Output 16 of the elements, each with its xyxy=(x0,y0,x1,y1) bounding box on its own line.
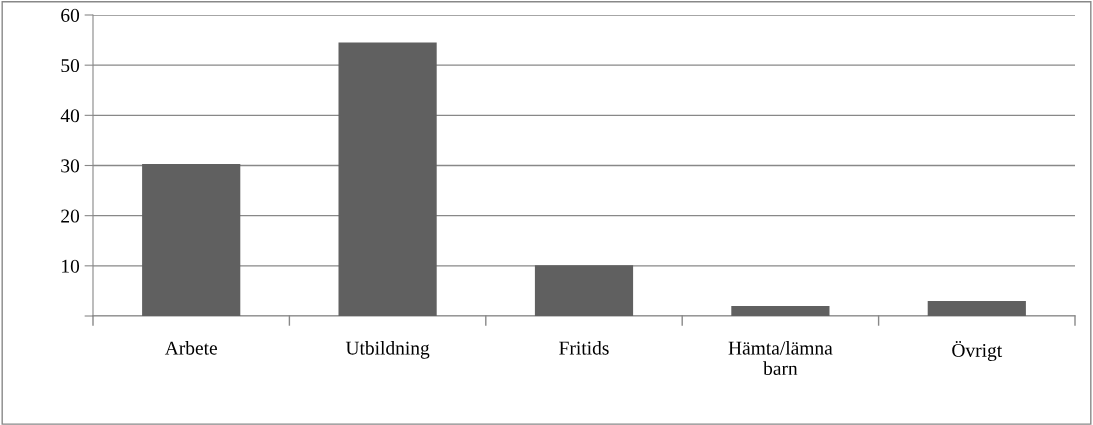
x-tick-label: Övrigt xyxy=(952,341,1003,361)
x-tick-label: Hämta/lämna barn xyxy=(728,341,833,376)
bar xyxy=(731,305,830,316)
y-tick-label: 10 xyxy=(62,259,80,273)
y-tick-label: 60 xyxy=(61,8,80,22)
x-tick-label: Arbete xyxy=(164,341,217,355)
y-tick-label: 40 xyxy=(60,109,80,123)
bar xyxy=(534,265,634,316)
bar xyxy=(927,300,1026,316)
y-tick-label: 50 xyxy=(61,58,80,73)
bar xyxy=(142,164,241,316)
x-tick-label: Fritids xyxy=(559,341,609,355)
y-tick-label: 30 xyxy=(61,159,80,173)
y-tick-label: 20 xyxy=(61,209,80,223)
x-tick-label: Utbildning xyxy=(345,341,430,359)
bar xyxy=(338,42,437,316)
